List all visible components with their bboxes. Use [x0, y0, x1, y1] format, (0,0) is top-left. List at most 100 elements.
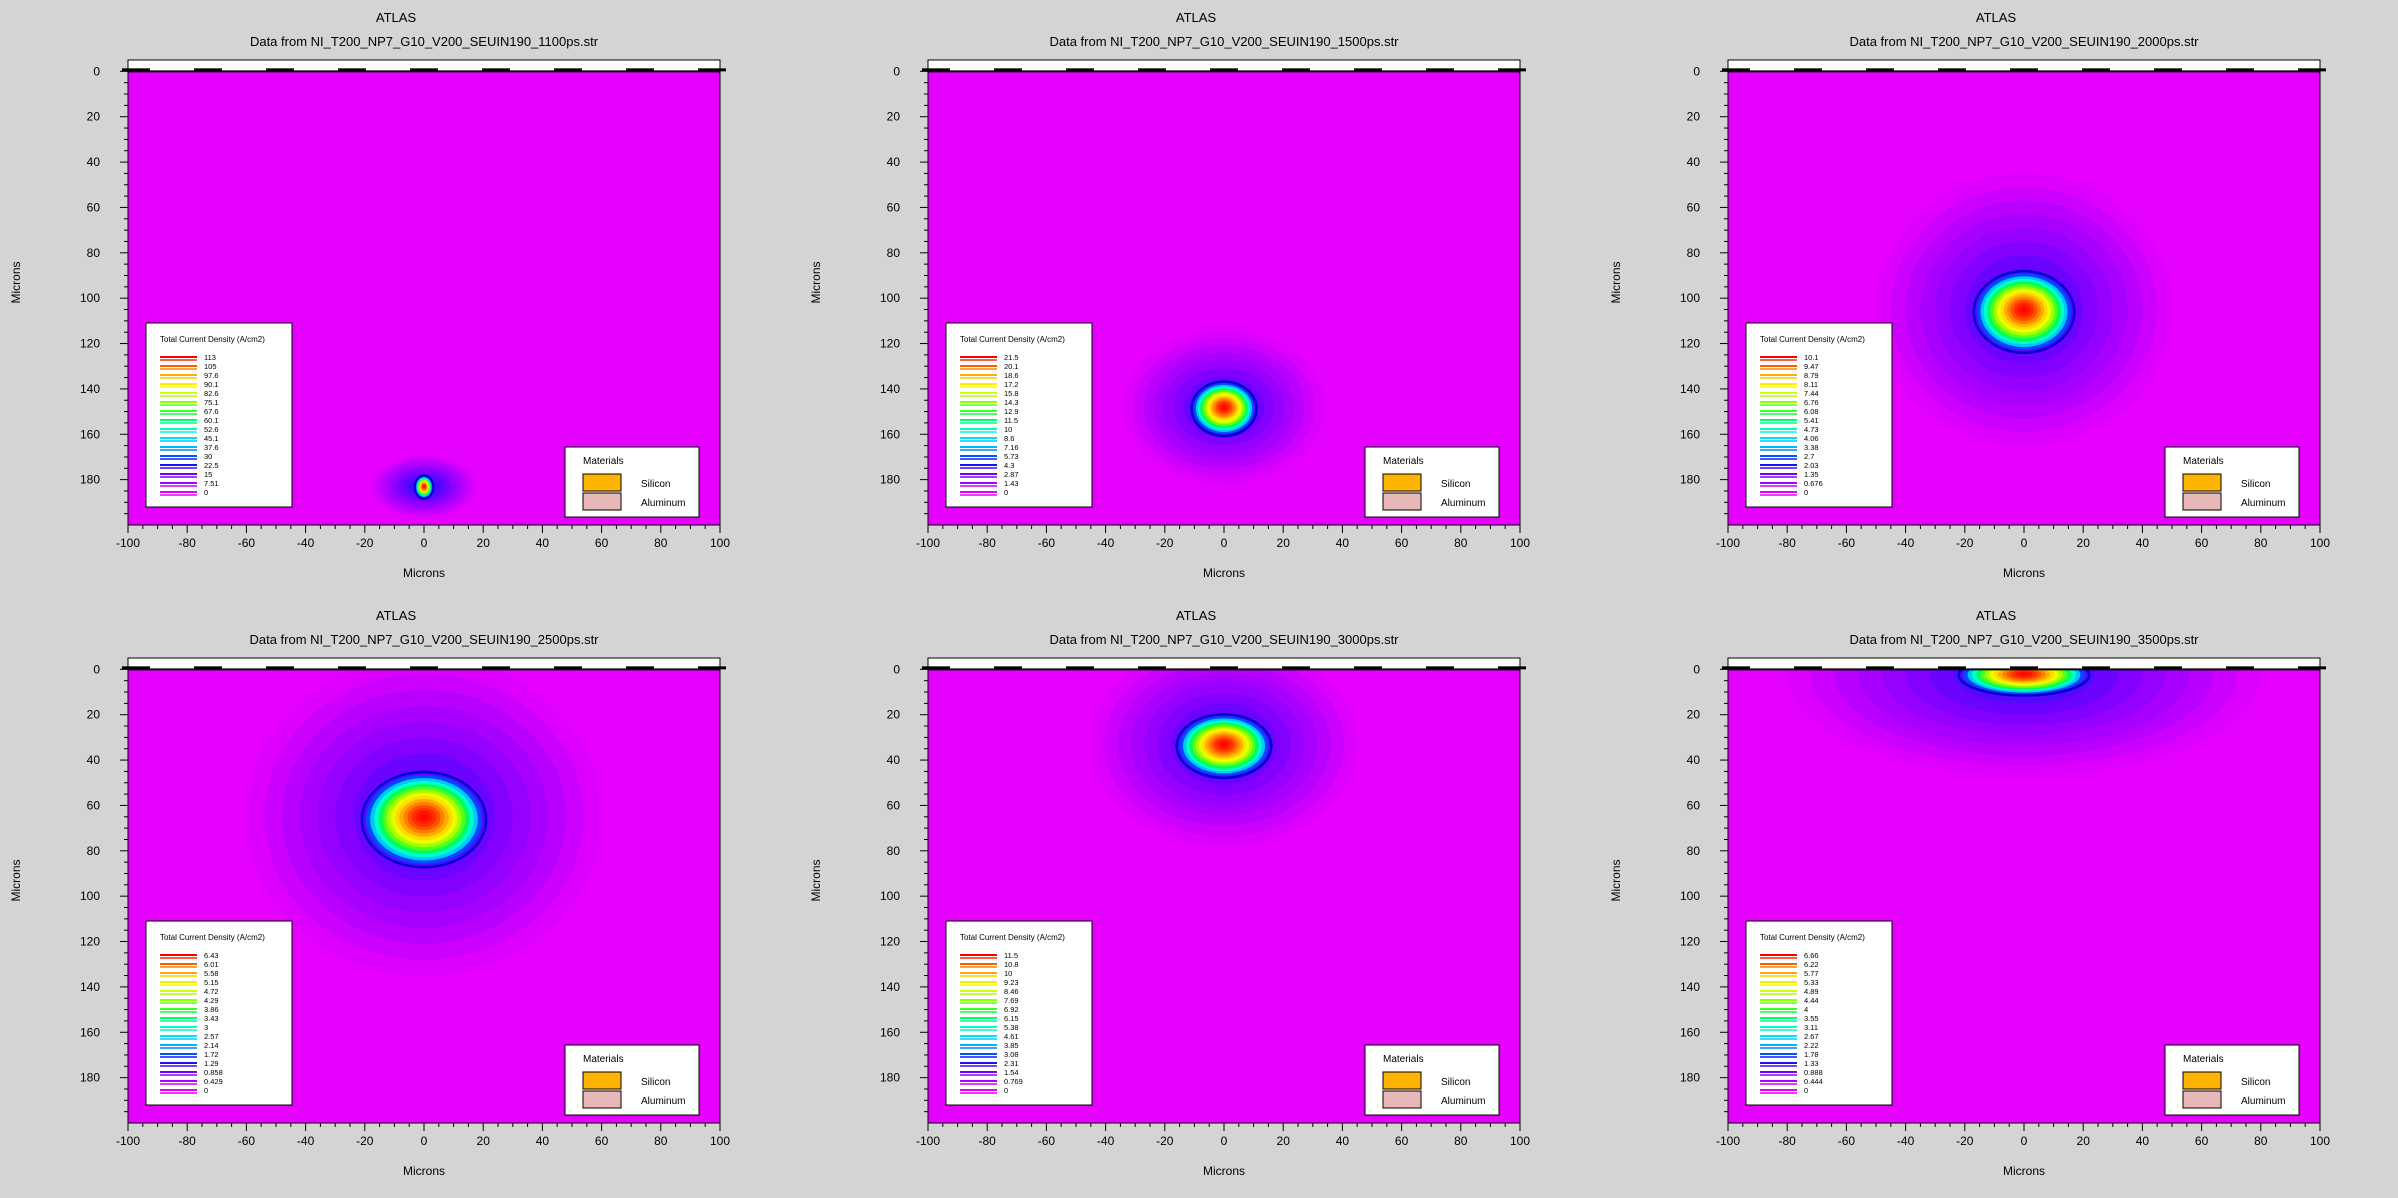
y-tick-label: 20 [887, 110, 901, 124]
colorbar-label: 7.44 [1804, 389, 1819, 398]
colorbar-label: 17.2 [1004, 380, 1019, 389]
surface-contact [1066, 666, 1094, 670]
colorbar-label: 3.85 [1004, 1041, 1019, 1050]
y-tick-label: 160 [80, 1025, 100, 1039]
colorbar-label: 8.6 [1004, 434, 1014, 443]
surface-contact [2226, 666, 2254, 670]
y-axis-label: Microns [809, 859, 823, 901]
colorbar-label: 67.6 [204, 407, 219, 416]
y-tick-label: 140 [880, 382, 900, 396]
aluminum-label: Aluminum [2241, 498, 2285, 509]
colorbar-label: 4.3 [1004, 461, 1014, 470]
x-tick-label: 80 [2254, 536, 2268, 550]
colorbar-label: 6.01 [204, 960, 219, 969]
colorbar-label: 0.888 [1804, 1068, 1823, 1077]
surface-contact [2298, 666, 2326, 670]
colorbar-label: 1.33 [1804, 1059, 1819, 1068]
surface-contact [482, 68, 510, 72]
colorbar-label: 10.8 [1004, 960, 1019, 969]
colorbar-label: 6.76 [1804, 398, 1819, 407]
colorbar-label: 10.1 [1804, 353, 1819, 362]
colorbar-label: 7.16 [1004, 443, 1019, 452]
contour-panel: ATLAS Data from NI_T200_NP7_G10_V200_SEUI… [9, 10, 730, 580]
colorbar-label: 11.5 [1004, 416, 1018, 425]
x-tick-label: 100 [1510, 1134, 1530, 1148]
silicon-label: Silicon [641, 479, 670, 490]
aluminum-swatch [582, 1090, 622, 1109]
aluminum-swatch [2182, 492, 2222, 511]
colorbar-label: 0 [1804, 1086, 1808, 1095]
colorbar-label: 6.22 [1804, 960, 1819, 969]
surface-contact [2082, 68, 2110, 72]
colorbar-title: Total Current Density (A/cm2) [160, 335, 265, 344]
colorbar-label: 20.1 [1004, 362, 1019, 371]
colorbar-label: 4.44 [1804, 996, 1819, 1005]
surface-contact [122, 666, 150, 670]
y-tick-label: 180 [1680, 473, 1700, 487]
y-tick-label: 0 [1693, 64, 1700, 78]
x-tick-label: 80 [654, 536, 668, 550]
y-tick-label: 160 [1680, 1025, 1700, 1039]
surface-contact [122, 68, 150, 72]
materials-legend: Materials Silicon Aluminum [2164, 1044, 2300, 1116]
x-tick-label: 80 [654, 1134, 668, 1148]
x-tick-label: 40 [2136, 1134, 2150, 1148]
y-tick-label: 80 [87, 246, 101, 260]
materials-title: Materials [1383, 456, 1424, 467]
plot-program-label: ATLAS [376, 10, 417, 25]
y-tick-label: 20 [1687, 708, 1701, 722]
colorbar-label: 0.676 [1804, 479, 1823, 488]
aluminum-label: Aluminum [2241, 1096, 2285, 1107]
colorbar-label: 3.38 [1804, 443, 1819, 452]
colorbar-label: 2.7 [1804, 452, 1814, 461]
colorbar-label: 5.77 [1804, 969, 1819, 978]
surface-contact [410, 68, 438, 72]
silicon-swatch [1382, 1071, 1422, 1090]
surface-contact [266, 666, 294, 670]
silicon-swatch [2182, 1071, 2222, 1090]
surface-contact [2298, 68, 2326, 72]
colorbar-label: 21.5 [1004, 353, 1019, 362]
colorbar-label: 4.73 [1804, 425, 1819, 434]
x-tick-label: -100 [116, 1134, 140, 1148]
surface-contact [698, 666, 726, 670]
surface-contact [194, 68, 222, 72]
x-tick-label: -40 [1897, 1134, 1915, 1148]
surface-contact [1354, 666, 1382, 670]
colorbar-title: Total Current Density (A/cm2) [160, 933, 265, 942]
y-tick-label: 60 [887, 200, 901, 214]
x-tick-label: -100 [916, 1134, 940, 1148]
y-tick-label: 100 [1680, 291, 1700, 305]
colorbar-label: 0.429 [204, 1077, 223, 1086]
y-tick-label: 0 [893, 662, 900, 676]
colorbar-label: 5.73 [1004, 452, 1019, 461]
colorbar-title: Total Current Density (A/cm2) [1760, 933, 1865, 942]
surface-region [928, 658, 1520, 670]
surface-contact [1138, 666, 1166, 670]
y-tick-label: 160 [80, 427, 100, 441]
colorbar-label: 4.89 [1804, 987, 1819, 996]
x-axis-label: Microns [403, 566, 445, 580]
colorbar-label: 97.6 [204, 371, 219, 380]
y-tick-label: 120 [80, 337, 100, 351]
current-density-field [928, 669, 1520, 1123]
colorbar-label: 10 [1004, 425, 1012, 434]
surface-contact [2082, 666, 2110, 670]
x-tick-label: 60 [1395, 1134, 1409, 1148]
y-tick-label: 20 [87, 110, 101, 124]
surface-contact [626, 666, 654, 670]
surface-contact [1498, 666, 1526, 670]
colorbar-label: 6.08 [1804, 407, 1819, 416]
x-tick-label: 40 [536, 536, 550, 550]
colorbar-label: 8.46 [1004, 987, 1019, 996]
plot-title: Data from NI_T200_NP7_G10_V200_SEUIN190_… [1049, 632, 1399, 647]
materials-title: Materials [583, 1054, 624, 1065]
colorbar-label: 2.87 [1004, 470, 1019, 479]
colorbar-label: 9.23 [1004, 978, 1019, 987]
plot-program-label: ATLAS [1176, 608, 1217, 623]
x-tick-label: 60 [595, 536, 609, 550]
x-axis-label: Microns [1203, 1164, 1245, 1178]
x-tick-label: 100 [1510, 536, 1530, 550]
colorbar-label: 11.5 [1004, 951, 1018, 960]
